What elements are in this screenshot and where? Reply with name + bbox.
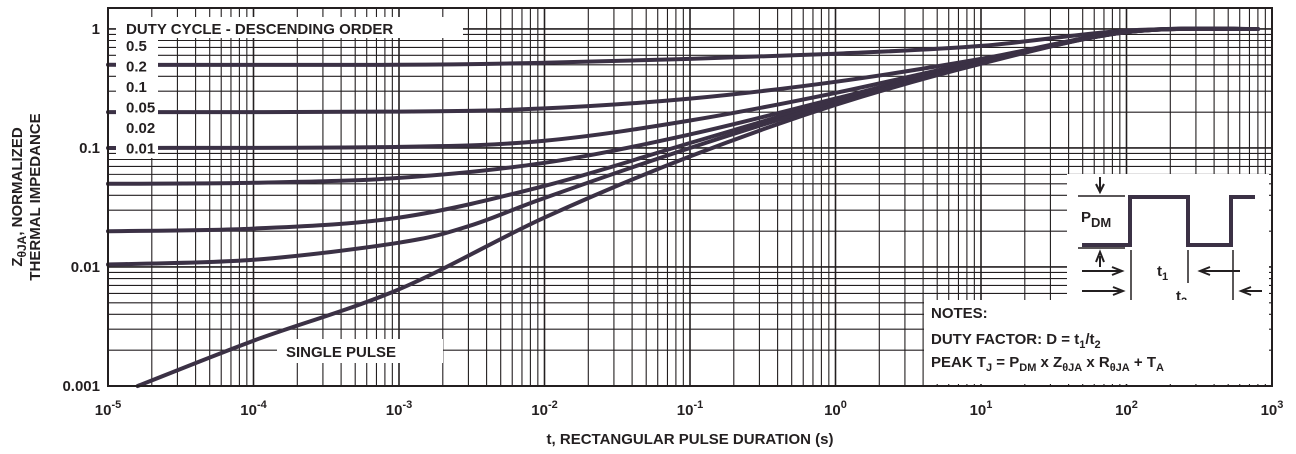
legend-entry: 0.2 — [126, 59, 147, 76]
legend-entry: 0.02 — [126, 120, 155, 137]
notes-duty-factor: DUTY FACTOR: D = t1/t2 — [931, 331, 1101, 351]
t1-arrow-right — [1197, 266, 1240, 276]
legend-entry: 0.1 — [126, 79, 147, 96]
legend-title-background — [116, 17, 463, 38]
pdm-label: PDM — [1081, 209, 1111, 230]
t2-arrow-left — [1082, 286, 1126, 296]
x-tick-labels: 10-5 10-4 10-3 10-2 10-1 100 101 102 103 — [95, 399, 1284, 419]
x-tick-label: 10-1 — [677, 399, 703, 419]
notes-box: NOTES: DUTY FACTOR: D = t1/t2 PEAK TJ = … — [924, 300, 1269, 384]
pdm-arrow-up — [1095, 249, 1105, 267]
single-pulse-label-background — [277, 339, 443, 363]
y-tick-labels: 1 0.1 0.01 0.001 — [62, 21, 100, 395]
legend-title: DUTY CYCLE - DESCENDING ORDER — [126, 21, 393, 38]
pulse-waveform — [1082, 195, 1255, 247]
y-tick-label: 1 — [92, 21, 100, 38]
y-tick-label: 0.1 — [79, 140, 100, 157]
x-tick-label: 101 — [970, 399, 993, 419]
legend-entries: 0.5 0.2 0.1 0.05 0.02 0.01 — [126, 38, 155, 158]
legend-entry: 0.01 — [126, 141, 155, 158]
notes-peak-tj: PEAK TJ = PDM x ZθJA x RθJA + TA — [931, 354, 1164, 374]
x-tick-label: 10-4 — [240, 399, 267, 419]
series-line-0-5 — [106, 26, 1260, 67]
x-tick-label: 102 — [1115, 399, 1138, 419]
legend: DUTY CYCLE - DESCENDING ORDER 0.50.20.10… — [116, 17, 463, 158]
pdm-arrow-down — [1095, 177, 1105, 195]
y-tick-label: 0.01 — [71, 259, 100, 276]
y-axis-title-line1: ZθJA, NORMALIZED — [9, 127, 29, 266]
single-pulse-label: SINGLE PULSE — [286, 344, 396, 361]
legend-entry: 0.05 — [126, 100, 155, 117]
x-tick-label: 103 — [1261, 399, 1284, 419]
x-axis-title: t, RECTANGULAR PULSE DURATION (s) — [547, 431, 834, 448]
t2-arrow-right — [1238, 286, 1262, 296]
x-tick-label: 10-3 — [386, 399, 412, 419]
plot-frame — [107, 7, 1273, 387]
pulse-diagram: PDM t1 t2 — [1067, 174, 1269, 308]
notes-background — [924, 300, 1269, 384]
notes-title: NOTES: — [931, 305, 988, 322]
y-axis-title-line2: THERMAL IMPEDANCE — [27, 113, 44, 280]
series-group — [106, 26, 1260, 388]
y-axis-title: ZθJA, NORMALIZED THERMAL IMPEDANCE — [9, 113, 44, 280]
y-tick-label: 0.001 — [62, 378, 100, 395]
t1-label: t1 — [1157, 263, 1168, 283]
x-tick-label: 10-2 — [531, 399, 557, 419]
legend-entry: 0.5 — [126, 38, 147, 55]
legend-entries-background — [116, 38, 158, 158]
series-line-single-pulse — [135, 26, 1260, 388]
t1-arrow-left — [1082, 266, 1125, 276]
x-tick-label: 100 — [824, 399, 847, 419]
x-tick-label: 10-5 — [95, 399, 121, 419]
